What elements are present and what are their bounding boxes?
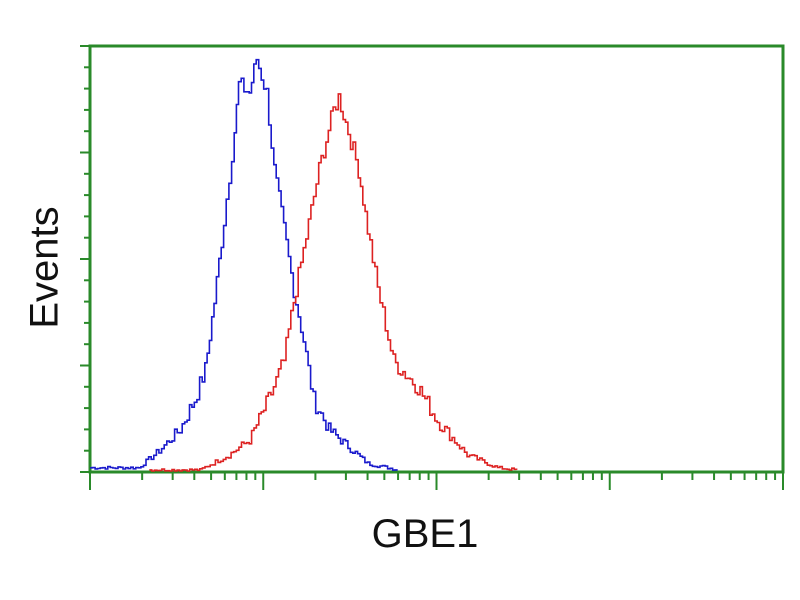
- plot-frame: [88, 44, 785, 474]
- y-axis-label: Events: [22, 206, 67, 329]
- histogram-series-2: [149, 93, 518, 472]
- histogram-series-1: [90, 58, 398, 471]
- x-axis-label: GBE1: [371, 512, 479, 556]
